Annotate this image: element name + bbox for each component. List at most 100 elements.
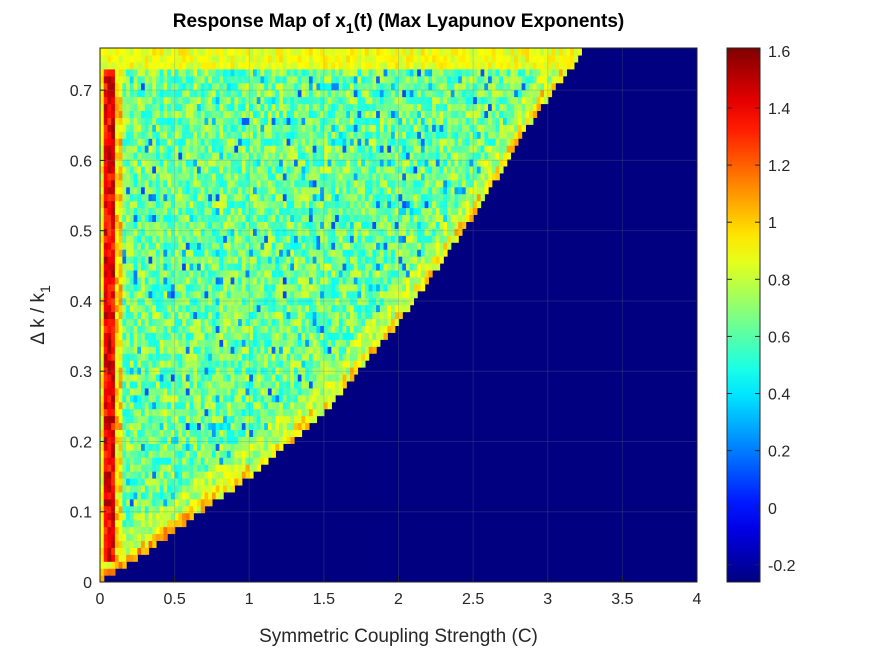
heatmap-cell xyxy=(204,96,209,105)
heatmap-cell xyxy=(245,290,250,299)
heatmap-cell xyxy=(241,429,247,437)
heatmap-cell xyxy=(331,346,336,354)
heatmap-cell xyxy=(260,262,265,271)
heatmap-cell xyxy=(141,158,146,167)
heatmap-cell xyxy=(148,228,153,236)
heatmap-cell xyxy=(264,158,269,167)
heatmap-cell xyxy=(219,110,224,118)
heatmap-cell xyxy=(316,367,321,375)
heatmap-cell xyxy=(238,373,243,382)
heatmap-cell xyxy=(264,339,269,347)
heatmap-cell xyxy=(182,464,187,472)
heatmap-cell xyxy=(267,443,273,451)
heatmap-cell xyxy=(469,103,474,112)
heatmap-cell xyxy=(439,172,444,181)
heatmap-cell xyxy=(178,408,183,417)
heatmap-cell xyxy=(241,450,247,458)
heatmap-cell xyxy=(144,408,150,417)
heatmap-cell xyxy=(100,249,105,257)
heatmap-cell xyxy=(137,477,142,486)
heatmap-cell xyxy=(141,450,146,458)
heatmap-cell xyxy=(275,373,280,382)
heatmap-cell xyxy=(264,117,269,125)
heatmap-cell xyxy=(435,249,441,257)
heatmap-cell xyxy=(323,145,329,153)
heatmap-cell xyxy=(353,138,359,146)
heatmap-cell xyxy=(141,304,146,313)
heatmap-cell xyxy=(197,235,202,243)
heatmap-cell xyxy=(126,457,131,465)
heatmap-cell xyxy=(178,207,183,216)
heatmap-cell xyxy=(174,117,179,125)
heatmap-cell xyxy=(301,145,306,153)
heatmap-cell xyxy=(159,172,165,181)
heatmap-cell xyxy=(297,214,303,222)
heatmap-cell xyxy=(398,110,403,118)
heatmap-cell xyxy=(331,332,336,340)
heatmap-cell xyxy=(122,443,127,451)
heatmap-cell xyxy=(167,346,172,354)
heatmap-cell xyxy=(189,401,194,410)
heatmap-cell xyxy=(133,547,138,555)
heatmap-cell xyxy=(129,96,135,105)
heatmap-cell xyxy=(118,401,123,410)
heatmap-cell xyxy=(245,464,250,472)
heatmap-cell xyxy=(327,297,332,306)
heatmap-cell xyxy=(439,124,444,132)
heatmap-cell xyxy=(379,172,385,181)
heatmap-cell xyxy=(305,339,310,347)
heatmap-cell xyxy=(480,131,485,139)
heatmap-cell xyxy=(465,138,470,146)
heatmap-cell xyxy=(405,290,411,299)
heatmap-cell xyxy=(417,269,422,278)
heatmap-cell xyxy=(223,276,228,285)
heatmap-cell xyxy=(271,387,276,396)
heatmap-cell xyxy=(249,325,254,333)
heatmap-cell xyxy=(178,256,183,264)
heatmap-cell xyxy=(174,249,179,257)
heatmap-cell xyxy=(178,318,183,327)
heatmap-cell xyxy=(103,311,109,320)
heatmap-cell xyxy=(320,145,325,153)
heatmap-cell xyxy=(197,450,202,458)
heatmap-cell xyxy=(208,290,213,299)
heatmap-cell xyxy=(230,367,235,375)
heatmap-cell xyxy=(185,512,191,521)
heatmap-cell xyxy=(391,249,396,257)
heatmap-cell xyxy=(155,269,161,278)
heatmap-cell xyxy=(182,519,187,528)
heatmap-cell xyxy=(159,145,165,153)
heatmap-cell xyxy=(185,214,191,222)
heatmap-cell xyxy=(424,110,429,118)
heatmap-cell xyxy=(129,464,135,472)
heatmap-cell xyxy=(241,179,247,188)
heatmap-cell xyxy=(312,380,318,389)
heatmap-cell xyxy=(342,373,347,382)
heatmap-cell xyxy=(155,408,161,417)
heatmap-cell xyxy=(107,276,112,285)
heatmap-cell xyxy=(126,346,131,354)
heatmap-cell xyxy=(305,401,310,410)
heatmap-cell xyxy=(364,304,370,313)
heatmap-cell xyxy=(174,519,179,528)
heatmap-cell xyxy=(308,165,314,174)
heatmap-cell xyxy=(141,269,146,278)
heatmap-cell xyxy=(417,117,422,125)
heatmap-cell xyxy=(476,179,482,188)
heatmap-cell xyxy=(249,152,254,160)
heatmap-cell xyxy=(129,186,135,195)
heatmap-cell xyxy=(305,96,310,105)
heatmap-cell xyxy=(118,484,123,493)
heatmap-cell xyxy=(170,297,176,306)
heatmap-cell xyxy=(148,103,153,112)
heatmap-cell xyxy=(148,200,153,209)
heatmap-cell xyxy=(197,152,202,160)
heatmap-cell xyxy=(223,89,228,98)
heatmap-cell xyxy=(185,165,191,174)
heatmap-cell xyxy=(312,401,318,410)
heatmap-cell xyxy=(193,491,198,500)
heatmap-cell xyxy=(376,228,381,236)
heatmap-cell xyxy=(238,422,243,431)
heatmap-cell xyxy=(126,124,131,132)
heatmap-cell xyxy=(279,131,284,139)
